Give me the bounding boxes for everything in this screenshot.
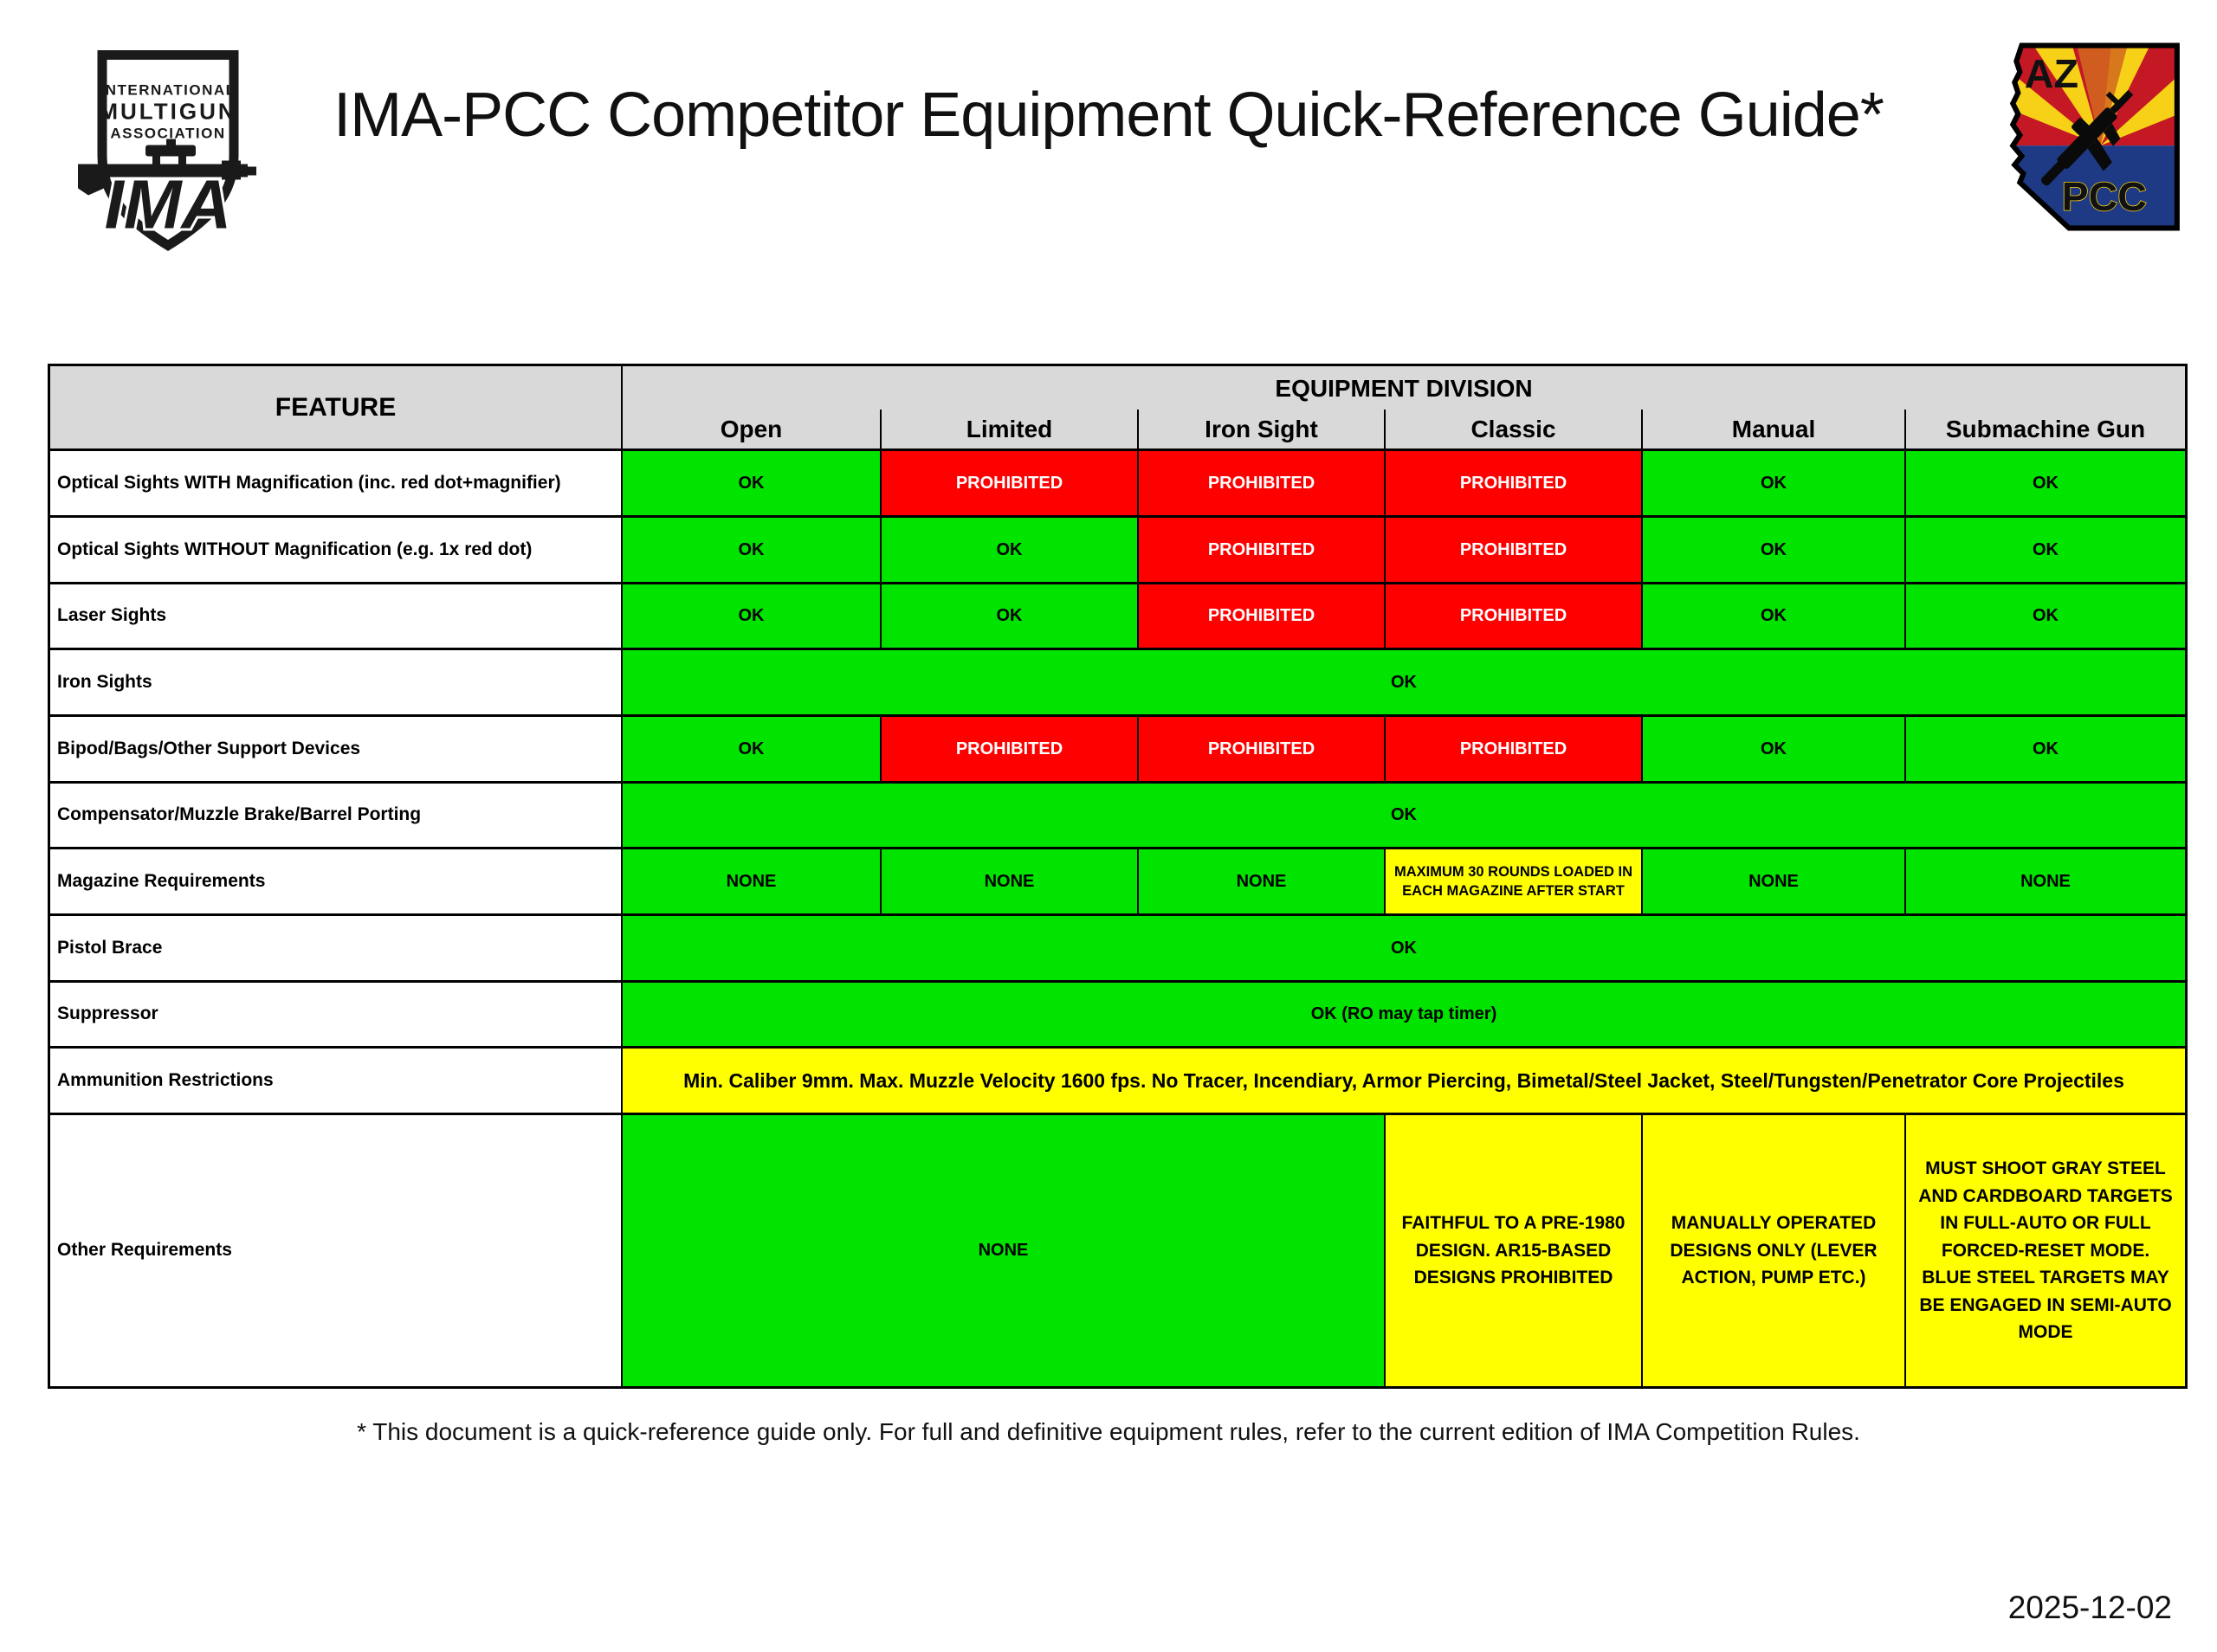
table-cell: NONE (882, 849, 1139, 916)
ima-logo-line2: MULTIGUN (99, 99, 236, 125)
table-cell: OK (1643, 717, 1906, 784)
az-pcc-logo: AZ PCC (2009, 42, 2180, 231)
az-text: AZ (2025, 51, 2078, 96)
table-cell: NONE (1906, 849, 2185, 916)
table-cell: OK (623, 916, 2185, 983)
table-cell: Min. Caliber 9mm. Max. Muzzle Velocity 1… (623, 1049, 2185, 1115)
table-cell: OK (623, 650, 2185, 717)
table-cell: FAITHFUL TO A PRE-1980 DESIGN. AR15-BASE… (1386, 1115, 1643, 1386)
table-cell: MUST SHOOT GRAY STEEL AND CARDBOARD TARG… (1906, 1115, 2185, 1386)
table-cell: PROHIBITED (1139, 584, 1386, 650)
table-cell: PROHIBITED (1139, 451, 1386, 518)
feature-label: Optical Sights WITHOUT Magnification (e.… (50, 518, 623, 584)
table-cell: MAXIMUM 30 ROUNDS LOADED IN EACH MAGAZIN… (1386, 849, 1643, 916)
table-cell: OK (623, 518, 882, 584)
pcc-text: PCC (2061, 174, 2146, 219)
feature-header: FEATURE (50, 366, 623, 451)
table-cell: OK (623, 717, 882, 784)
subgun-silhouette-icon (2040, 89, 2134, 186)
ima-monogram: IMA (105, 166, 232, 243)
feature-label: Laser Sights (50, 584, 623, 650)
feature-label: Other Requirements (50, 1115, 623, 1386)
page-title: IMA-PCC Competitor Equipment Quick-Refer… (333, 81, 1884, 150)
document-date: 2025-12-02 (2007, 1590, 2172, 1625)
division-header-manual: Manual (1643, 410, 1906, 451)
table-cell: OK (623, 584, 882, 650)
table-cell: OK (1906, 451, 2185, 518)
table-cell: NONE (1643, 849, 1906, 916)
arizona-flag-fill (2013, 45, 2177, 229)
division-header-open: Open (623, 410, 882, 451)
feature-label: Bipod/Bags/Other Support Devices (50, 717, 623, 784)
table-cell: OK (623, 451, 882, 518)
table-cell: NONE (623, 849, 882, 916)
ima-association-logo: INTERNATIONAL MULTIGUN ASSOCIATION IMA (78, 50, 256, 251)
feature-label: Compensator/Muzzle Brake/Barrel Porting (50, 784, 623, 849)
equipment-table: FEATURE EQUIPMENT DIVISION Open Limited … (48, 364, 2188, 1389)
table-cell: PROHIBITED (1386, 451, 1643, 518)
division-group-header: EQUIPMENT DIVISION (623, 366, 2185, 410)
feature-label: Optical Sights WITH Magnification (inc. … (50, 451, 623, 518)
feature-label: Pistol Brace (50, 916, 623, 983)
table-cell: OK (1906, 717, 2185, 784)
division-header-classic: Classic (1386, 410, 1643, 451)
division-header-submachine-gun: Submachine Gun (1906, 410, 2185, 451)
table-cell: PROHIBITED (1386, 584, 1643, 650)
table-cell: PROHIBITED (1139, 518, 1386, 584)
division-header-limited: Limited (882, 410, 1139, 451)
table-cell: NONE (623, 1115, 1386, 1386)
table-cell: OK (1906, 584, 2185, 650)
table-cell: OK (1906, 518, 2185, 584)
ima-logo-line1: INTERNATIONAL (100, 82, 236, 99)
table-cell: OK (1643, 584, 1906, 650)
table-cell: MANUALLY OPERATED DESIGNS ONLY (LEVER AC… (1643, 1115, 1906, 1386)
feature-label: Magazine Requirements (50, 849, 623, 916)
table-cell: NONE (1139, 849, 1386, 916)
rifle-silhouette-icon (78, 139, 256, 196)
table-cell: PROHIBITED (1386, 717, 1643, 784)
feature-label: Iron Sights (50, 650, 623, 717)
table-cell: PROHIBITED (1386, 518, 1643, 584)
table-cell: OK (1643, 518, 1906, 584)
table-cell: OK (1643, 451, 1906, 518)
table-cell: PROHIBITED (882, 717, 1139, 784)
table-cell: OK (623, 784, 2185, 849)
feature-label: Ammunition Restrictions (50, 1049, 623, 1115)
footnote: * This document is a quick-reference gui… (357, 1418, 1860, 1445)
table-cell: OK (882, 584, 1139, 650)
division-header-iron-sight: Iron Sight (1139, 410, 1386, 451)
table-cell: OK (RO may tap timer) (623, 983, 2185, 1049)
ima-logo-line3: ASSOCIATION (110, 126, 225, 142)
table-cell: PROHIBITED (882, 451, 1139, 518)
arizona-outline-icon (2009, 42, 2180, 231)
table-cell: PROHIBITED (1139, 717, 1386, 784)
feature-label: Suppressor (50, 983, 623, 1049)
table-cell: OK (882, 518, 1139, 584)
